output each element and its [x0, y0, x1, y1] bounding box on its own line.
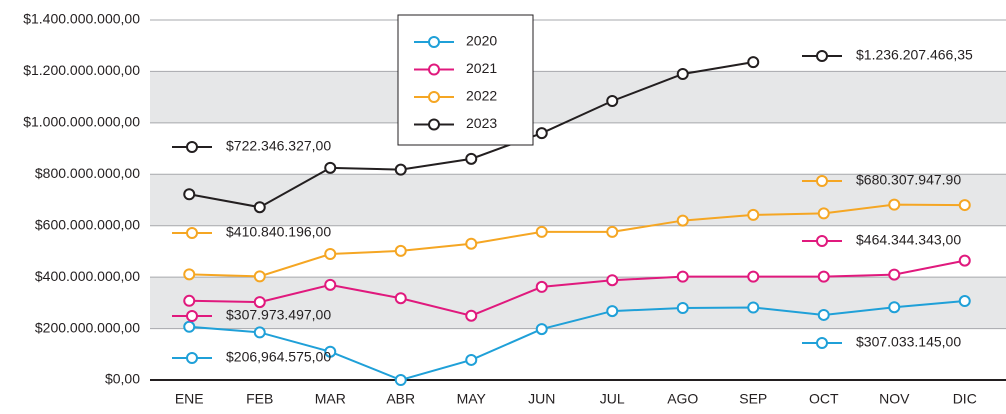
- data-point: [676, 68, 689, 80]
- data-point: [958, 295, 971, 308]
- data-point: [817, 207, 830, 220]
- data-point: [253, 270, 266, 283]
- data-point: [324, 278, 337, 291]
- data-point: [465, 152, 478, 165]
- data-point: [535, 323, 548, 336]
- y-tick-label: $1.200.000.000,00: [23, 62, 140, 78]
- data-point: [606, 95, 619, 107]
- data-point: [394, 244, 407, 257]
- plot-band: [150, 71, 1006, 123]
- data-point: [535, 280, 548, 293]
- y-tick-label: $400.000.000,00: [35, 268, 140, 284]
- legend-marker: [816, 235, 828, 247]
- x-tick-label: MAR: [315, 391, 346, 407]
- x-tick-label: MAY: [457, 391, 487, 407]
- data-point: [747, 270, 760, 283]
- series-line: [189, 259, 965, 317]
- value-label: $307.033.145,00: [856, 334, 961, 350]
- legend-label: 2021: [466, 60, 497, 76]
- data-point: [253, 201, 266, 214]
- x-tick-label: JUL: [600, 391, 625, 407]
- data-point: [324, 161, 337, 174]
- data-point: [465, 353, 478, 366]
- y-tick-label: $800.000.000,00: [35, 165, 140, 181]
- legend-marker: [816, 175, 828, 187]
- data-point: [394, 163, 407, 176]
- x-tick-label: SEP: [739, 391, 767, 407]
- data-point: [183, 294, 196, 307]
- x-tick-label: ENE: [175, 391, 204, 407]
- legend-marker: [428, 36, 440, 48]
- data-point: [676, 270, 689, 283]
- y-tick-label: $200.000.000,00: [35, 319, 140, 335]
- legend-label: 2022: [466, 88, 497, 104]
- legend-marker: [186, 352, 198, 364]
- x-tick-label: FEB: [246, 391, 273, 407]
- data-point: [888, 198, 901, 211]
- legend-label: 2020: [466, 33, 497, 49]
- data-point: [253, 326, 266, 339]
- legend-marker: [428, 63, 440, 76]
- series-line: [189, 203, 965, 278]
- data-point: [676, 302, 689, 314]
- legend-marker: [186, 141, 198, 153]
- y-tick-label: $600.000.000,00: [35, 216, 140, 232]
- data-point: [465, 309, 478, 322]
- y-tick-label: $1.000.000.000,00: [23, 114, 140, 130]
- data-point: [253, 296, 266, 309]
- x-tick-label: JUN: [528, 391, 555, 407]
- series-line: [189, 300, 965, 382]
- value-label: $206,964.575,00: [226, 349, 331, 365]
- legend-label: 2023: [466, 115, 497, 131]
- plot-band: [150, 174, 1006, 226]
- data-point: [183, 188, 196, 201]
- data-point: [747, 56, 760, 69]
- y-tick-label: $0,00: [105, 371, 140, 387]
- data-point: [747, 301, 760, 314]
- legend-marker: [428, 91, 440, 103]
- y-tick-label: $1.400.000.000,00: [23, 11, 140, 27]
- data-point: [888, 268, 901, 281]
- value-label: $307.973.497,00: [226, 307, 331, 323]
- x-tick-label: AGO: [667, 391, 698, 407]
- data-point: [394, 374, 407, 386]
- value-label: $680.307.947.90: [856, 172, 961, 188]
- data-point: [747, 208, 760, 221]
- x-tick-label: OCT: [809, 391, 839, 407]
- data-point: [606, 274, 619, 287]
- data-point: [183, 320, 196, 333]
- legend-marker: [816, 50, 828, 62]
- data-point: [817, 308, 830, 321]
- value-label: $410.840.196,00: [226, 224, 331, 240]
- data-point: [465, 237, 478, 250]
- data-point: [324, 345, 337, 358]
- data-point: [535, 127, 548, 140]
- value-label: $464.344.343,00: [856, 232, 961, 248]
- legend-marker: [816, 337, 828, 349]
- data-point: [606, 305, 619, 318]
- data-point: [324, 248, 337, 260]
- legend-marker: [186, 310, 198, 322]
- data-point: [958, 199, 971, 212]
- data-point: [817, 270, 830, 283]
- data-point: [888, 301, 901, 314]
- legend-marker: [428, 118, 440, 131]
- x-tick-label: NOV: [879, 391, 910, 407]
- data-point: [606, 225, 619, 238]
- x-tick-label: DIC: [953, 391, 977, 407]
- data-point: [183, 268, 196, 281]
- data-point: [535, 225, 548, 238]
- x-tick-label: ABR: [386, 391, 415, 407]
- data-point: [394, 292, 407, 305]
- value-label: $1.236.207.466,35: [856, 47, 973, 63]
- data-point: [676, 214, 689, 227]
- data-point: [958, 254, 971, 267]
- value-label: $722.346.327,00: [226, 138, 331, 154]
- legend-marker: [186, 227, 198, 239]
- legend-box: [397, 14, 534, 146]
